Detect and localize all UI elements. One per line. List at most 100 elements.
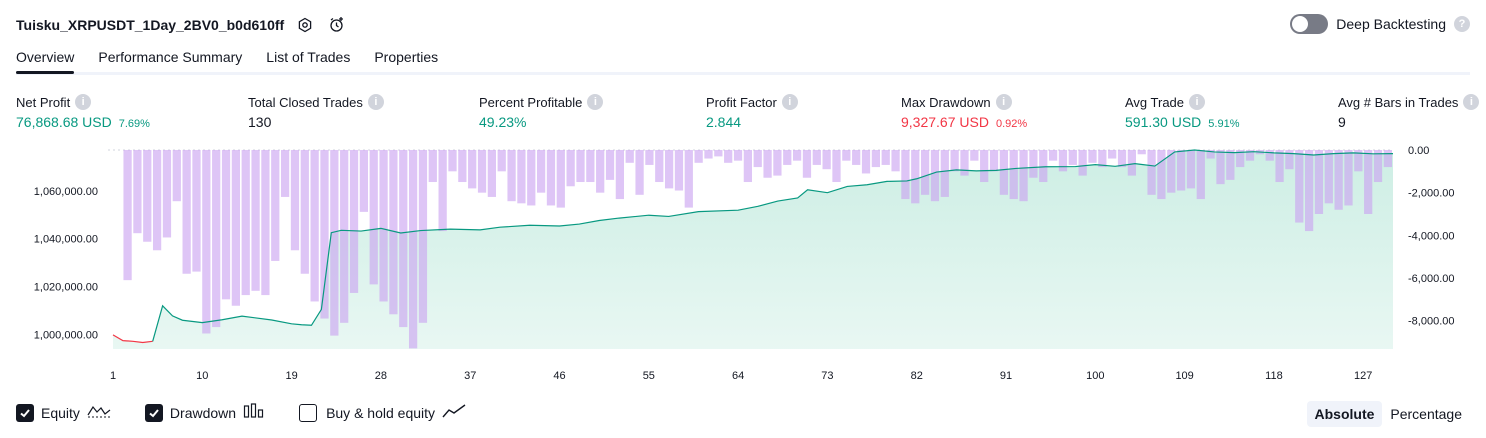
drawdown-bar bbox=[379, 150, 388, 302]
metric-label: Avg Trade bbox=[1125, 94, 1185, 110]
tab-properties[interactable]: Properties bbox=[374, 49, 439, 65]
drawdown-bar bbox=[359, 150, 368, 212]
metric-label: Net Profit bbox=[16, 94, 71, 110]
help-icon[interactable]: ? bbox=[1454, 16, 1470, 32]
metric-avg-trade: Avg Trade i 591.30 USD 5.91% bbox=[1125, 94, 1239, 130]
metric-label: Max Drawdown bbox=[901, 94, 991, 110]
legend-buy-hold[interactable]: Buy & hold equity bbox=[299, 403, 466, 422]
drawdown-bar bbox=[477, 150, 487, 193]
x-axis-tick: 46 bbox=[553, 370, 565, 382]
drawdown-bar bbox=[684, 150, 693, 208]
drawdown-bar bbox=[438, 150, 447, 232]
drawdown-bar bbox=[566, 150, 575, 187]
drawdown-bar bbox=[1157, 150, 1166, 200]
drawdown-bar bbox=[1324, 150, 1333, 204]
drawdown-bar bbox=[261, 150, 270, 296]
right-axis-tick: -6,000.00 bbox=[1408, 273, 1454, 285]
legend-label: Drawdown bbox=[169, 404, 237, 421]
drawdown-bar bbox=[1029, 150, 1038, 178]
drawdown-bar bbox=[655, 150, 664, 183]
x-axis-tick: 118 bbox=[1265, 370, 1283, 382]
settings-icon[interactable] bbox=[294, 14, 316, 36]
metric-label: Profit Factor bbox=[706, 94, 777, 110]
metric-total-closed-trades: Total Closed Trades i 130 bbox=[248, 94, 384, 130]
drawdown-bar bbox=[1009, 150, 1018, 200]
percentage-button[interactable]: Percentage bbox=[1390, 406, 1462, 422]
drawdown-bar bbox=[950, 150, 959, 172]
info-icon[interactable]: i bbox=[75, 94, 92, 110]
right-axis-tick: 0.00 bbox=[1408, 145, 1429, 157]
legend-label: Buy & hold equity bbox=[326, 404, 436, 421]
drawdown-bar bbox=[527, 150, 536, 206]
tab-performance-summary[interactable]: Performance Summary bbox=[98, 49, 243, 65]
drawdown-bar bbox=[1285, 150, 1294, 170]
metric-percent: 5.91% bbox=[1208, 118, 1240, 130]
drawdown-bar bbox=[231, 150, 240, 306]
drawdown-bar bbox=[645, 150, 654, 165]
drawdown-bar bbox=[842, 150, 851, 161]
drawdown-bar bbox=[143, 150, 152, 242]
info-icon[interactable]: i bbox=[995, 94, 1012, 110]
x-axis-tick: 82 bbox=[911, 370, 923, 382]
x-axis-tick: 127 bbox=[1354, 370, 1372, 382]
equity-checkbox[interactable] bbox=[16, 403, 34, 422]
x-axis-tick: 10 bbox=[196, 370, 208, 382]
drawdown-bar bbox=[1039, 150, 1048, 183]
x-axis-tick: 19 bbox=[285, 370, 297, 382]
drawdown-bar bbox=[980, 150, 989, 183]
drawdown-bar bbox=[182, 150, 191, 274]
info-icon[interactable]: i bbox=[1463, 94, 1480, 110]
tab-overview[interactable]: Overview bbox=[16, 44, 75, 74]
drawdown-bar bbox=[970, 150, 979, 161]
drawdown-bar bbox=[881, 150, 890, 165]
legend-equity[interactable]: Equity bbox=[16, 403, 111, 422]
deep-backtesting-control: Deep Backtesting ? bbox=[1290, 14, 1470, 34]
drawdown-bar bbox=[487, 150, 496, 197]
drawdown-bar bbox=[290, 150, 300, 251]
info-icon[interactable]: i bbox=[367, 94, 384, 110]
drawdown-bar bbox=[330, 150, 339, 336]
buy-hold-line-icon bbox=[442, 403, 466, 422]
drawdown-bar bbox=[202, 150, 211, 334]
absolute-button[interactable]: Absolute bbox=[1306, 401, 1383, 427]
drawdown-checkbox[interactable] bbox=[144, 403, 163, 422]
drawdown-bar bbox=[920, 150, 930, 195]
info-icon[interactable]: i bbox=[1189, 94, 1206, 110]
drawdown-bar bbox=[1137, 150, 1146, 155]
drawdown-bar bbox=[960, 150, 969, 176]
drawdown-bar bbox=[241, 150, 250, 296]
left-axis-tick: 1,040,000.00 bbox=[34, 234, 98, 246]
x-axis-tick: 109 bbox=[1175, 370, 1193, 382]
left-axis-tick: 1,060,000.00 bbox=[34, 186, 98, 198]
drawdown-bar bbox=[152, 150, 162, 251]
buy-hold-checkbox[interactable] bbox=[299, 403, 318, 422]
drawdown-bar bbox=[1206, 150, 1215, 159]
info-icon[interactable]: i bbox=[781, 94, 798, 110]
add-alert-icon[interactable] bbox=[326, 14, 348, 36]
drawdown-bar bbox=[408, 150, 418, 349]
drawdown-bar bbox=[1354, 150, 1363, 172]
metric-label: Total Closed Trades bbox=[248, 94, 363, 110]
legend-drawdown[interactable]: Drawdown bbox=[144, 403, 265, 422]
metric-label: Percent Profitable bbox=[479, 94, 583, 110]
drawdown-bar bbox=[586, 150, 595, 183]
drawdown-bar bbox=[1236, 150, 1245, 168]
x-axis-tick: 55 bbox=[643, 370, 655, 382]
drawdown-bar bbox=[172, 150, 181, 202]
info-icon[interactable]: i bbox=[587, 94, 604, 110]
deep-backtesting-toggle[interactable] bbox=[1290, 14, 1329, 34]
metric-percent: 7.69% bbox=[118, 118, 150, 130]
right-axis-tick: -4,000.00 bbox=[1408, 230, 1454, 242]
metric-percent-profitable: Percent Profitable i 49.23% bbox=[479, 94, 604, 130]
drawdown-bar bbox=[1304, 150, 1314, 232]
drawdown-bar bbox=[635, 150, 644, 195]
drawdown-bar bbox=[773, 150, 782, 176]
chart-legend: Equity Drawdown Buy & hold equity bbox=[16, 403, 466, 422]
drawdown-bar bbox=[1117, 150, 1127, 168]
drawdown-bar bbox=[123, 150, 132, 281]
tab-list-of-trades[interactable]: List of Trades bbox=[266, 49, 351, 65]
drawdown-bar bbox=[1147, 150, 1156, 195]
drawdown-bar bbox=[1186, 150, 1196, 189]
equity-drawdown-chart[interactable]: 1,060,000.00 1,040,000.00 1,020,000.00 1,00… bbox=[0, 140, 1486, 396]
drawdown-bar bbox=[999, 150, 1008, 195]
